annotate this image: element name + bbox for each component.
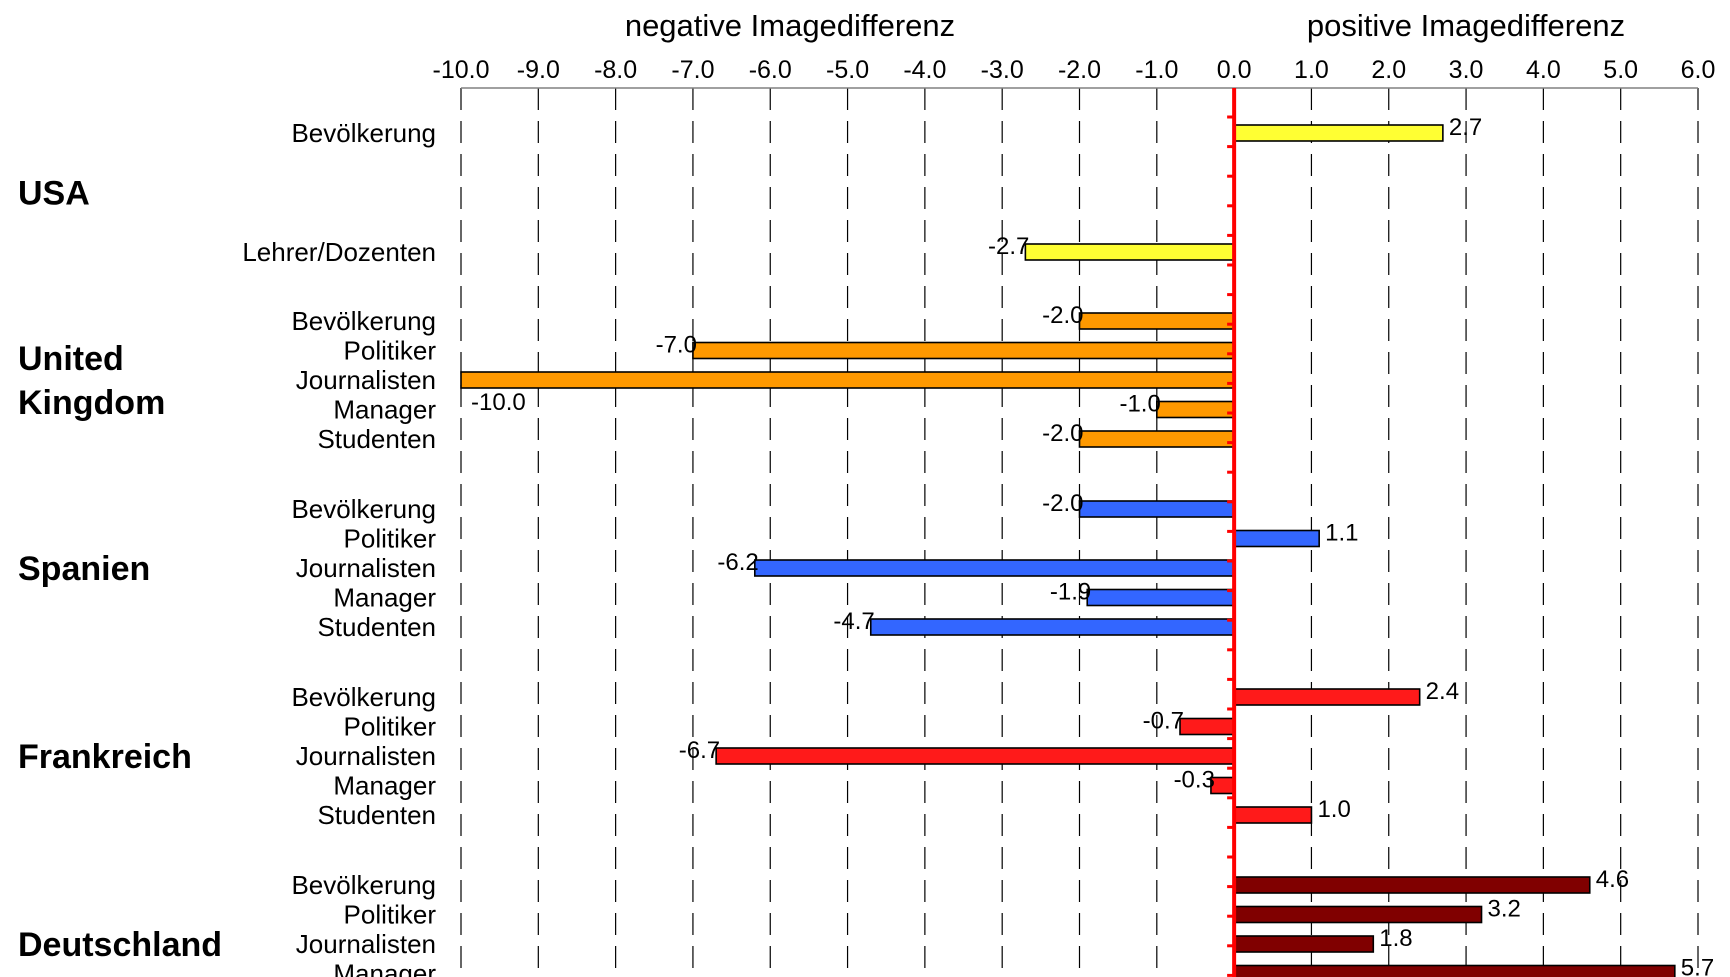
- group-label: USA: [18, 175, 90, 213]
- x-tick-label: -5.0: [826, 56, 869, 84]
- x-tick-label: -7.0: [671, 56, 714, 84]
- x-tick-label: -2.0: [1058, 56, 1101, 84]
- category-label: Studenten: [317, 800, 436, 830]
- x-tick-label: -9.0: [517, 56, 560, 84]
- x-tick-label: 0.0: [1217, 56, 1252, 84]
- bar-frankreich-journalisten: [715, 747, 1235, 765]
- group-labels: USA United Kingdom Spanien Frankreich Deutsch…: [18, 175, 222, 965]
- value-label: 1.8: [1379, 925, 1412, 952]
- x-tick-label: 1.0: [1294, 56, 1329, 84]
- x-tick-label: -3.0: [981, 56, 1024, 84]
- value-label: -10.0: [471, 389, 526, 416]
- x-tick-label: -10.0: [433, 56, 490, 84]
- category-label: Politiker: [344, 524, 437, 554]
- bar-spanien-manager: [1086, 588, 1235, 607]
- value-label: 4.6: [1596, 866, 1629, 893]
- value-label: -2.0: [1042, 490, 1083, 517]
- bar-usa-bevölkerung: [1233, 124, 1444, 142]
- x-tick-label: 5.0: [1603, 56, 1638, 84]
- category-label: Manager: [333, 771, 436, 801]
- category-label: Studenten: [317, 612, 436, 642]
- value-label: -1.9: [1050, 579, 1091, 606]
- bar-united-kingdom-politiker: [692, 341, 1235, 360]
- value-label: 5.7: [1681, 955, 1714, 977]
- x-tick-label: -8.0: [594, 56, 637, 84]
- bar-deutschland-politiker: [1233, 905, 1483, 924]
- x-tick-label: 6.0: [1681, 56, 1716, 84]
- value-labels: 2.7 -2.7 -2.0 -7.0 -10.0 -1.0 -2.0 -2.0 1.1 -6.2 -…: [471, 114, 1714, 977]
- category-label: Politiker: [344, 712, 437, 742]
- category-label: Lehrer/Dozenten: [242, 237, 436, 267]
- category-label: Journalisten: [296, 929, 436, 959]
- bar-spanien-journalisten: [753, 559, 1235, 577]
- value-label: -0.3: [1174, 767, 1215, 794]
- value-label: -4.7: [833, 608, 874, 635]
- category-label: Studenten: [317, 424, 436, 454]
- grid-lines: [460, 88, 1699, 977]
- header-right: positive Imagedifferenz: [1307, 8, 1625, 43]
- category-label: Manager: [333, 959, 436, 977]
- category-label: Journalisten: [296, 365, 436, 395]
- value-label: -2.0: [1042, 302, 1083, 329]
- x-tick-label: 4.0: [1526, 56, 1561, 84]
- category-label: Journalisten: [296, 553, 436, 583]
- value-label: -2.0: [1042, 420, 1083, 447]
- bar-deutschland-manager: [1233, 964, 1676, 977]
- bar-deutschland-journalisten: [1233, 935, 1375, 953]
- value-label: -6.7: [679, 737, 720, 764]
- bars: [460, 124, 1676, 977]
- bar-deutschland-bevölkerung: [1233, 876, 1591, 894]
- category-label: Bevölkerung: [291, 870, 436, 900]
- value-label: 2.7: [1449, 114, 1482, 141]
- value-label: 2.4: [1426, 678, 1459, 705]
- category-label: Bevölkerung: [291, 118, 436, 148]
- value-label: -0.7: [1143, 708, 1184, 735]
- bar-spanien-bevölkerung: [1078, 500, 1235, 518]
- category-label: Bevölkerung: [291, 682, 436, 712]
- category-label: Manager: [333, 395, 436, 425]
- group-label: Frankreich: [18, 738, 192, 776]
- value-label: 1.1: [1325, 520, 1358, 547]
- value-label: 1.0: [1317, 796, 1350, 823]
- category-label: Bevölkerung: [291, 494, 436, 524]
- bar-frankreich-studenten: [1233, 806, 1313, 824]
- x-tick-label: -4.0: [903, 56, 946, 84]
- header-left: negative Imagedifferenz: [625, 8, 955, 43]
- bar-united-kingdom-journalisten: [460, 371, 1235, 389]
- bar-united-kingdom-bevölkerung: [1078, 312, 1235, 330]
- bar-frankreich-politiker: [1179, 717, 1235, 736]
- category-label: Journalisten: [296, 741, 436, 771]
- category-label: Manager: [333, 583, 436, 613]
- zero-line: [1227, 88, 1237, 977]
- category-label: Bevölkerung: [291, 306, 436, 336]
- value-label: -6.2: [717, 549, 758, 576]
- x-tick-labels: -10.0 -9.0 -8.0 -7.0 -6.0 -5.0 -4.0 -3.0 -2.0 -1.…: [433, 56, 1716, 84]
- x-tick-label: -6.0: [749, 56, 792, 84]
- category-label: Politiker: [344, 900, 437, 930]
- x-tick-label: 2.0: [1371, 56, 1406, 84]
- x-tick-label: 3.0: [1449, 56, 1484, 84]
- bar-united-kingdom-studenten: [1078, 430, 1235, 448]
- value-label: 3.2: [1488, 896, 1521, 923]
- bar-united-kingdom-manager: [1156, 400, 1235, 419]
- group-label: United: [18, 340, 124, 378]
- category-label: Politiker: [344, 336, 437, 366]
- group-label: Kingdom: [18, 384, 165, 422]
- group-label: Deutschland: [18, 926, 222, 964]
- bar-usa-lehrer-dozenten: [1024, 243, 1235, 261]
- bar-spanien-studenten: [869, 618, 1235, 636]
- bar-spanien-politiker: [1233, 529, 1320, 548]
- value-label: -1.0: [1119, 391, 1160, 418]
- x-tick-label: -1.0: [1135, 56, 1178, 84]
- bar-frankreich-bevölkerung: [1233, 688, 1421, 706]
- group-label: Spanien: [18, 550, 150, 588]
- category-labels: BevölkerungLehrer/DozentenBevölkerungPol…: [242, 118, 436, 977]
- value-label: -2.7: [988, 233, 1029, 260]
- value-label: -7.0: [656, 332, 697, 359]
